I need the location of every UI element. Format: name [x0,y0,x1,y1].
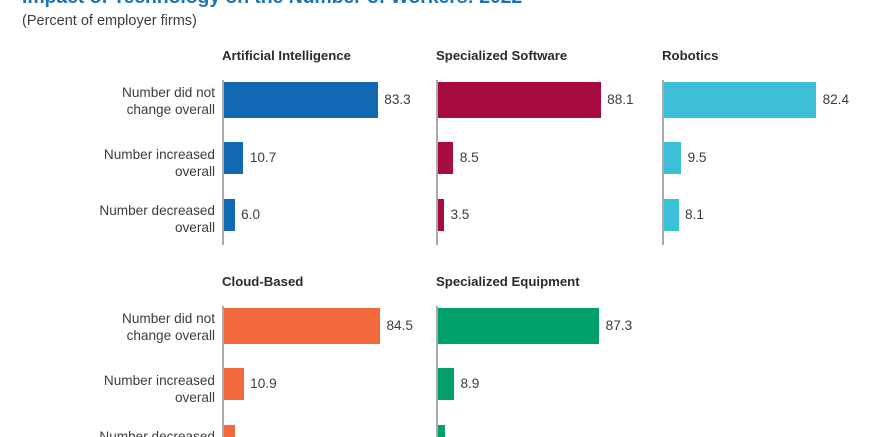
axis-line [222,306,224,437]
bar-value-label: 3.5 [450,207,470,222]
axis-line [436,80,438,245]
bar[interactable] [223,82,378,118]
bar-row[interactable] [436,82,603,118]
bar[interactable] [663,199,679,231]
bar-row[interactable] [662,82,819,118]
axis-line [436,306,438,437]
bar-row[interactable] [222,368,246,400]
panel-title: Cloud-Based [222,274,304,289]
bar-value-label: 87.3 [605,318,633,333]
category-label: Number increased overall [103,147,215,179]
bar-row[interactable] [436,368,456,400]
bar-value-label: 8.9 [460,376,480,391]
bar-value-label: 82.4 [822,92,850,107]
bar-value-label: 10.9 [250,376,277,391]
bar-value-label: 88.1 [607,92,634,107]
bar-row[interactable] [436,425,448,437]
bar-row[interactable] [436,199,446,231]
panel-title: Artificial Intelligence [222,48,351,63]
bar-value-label: 10.7 [249,150,277,165]
category-label: Number did not change overall [122,311,215,343]
bar[interactable] [437,199,445,231]
bar[interactable] [223,199,235,231]
bar[interactable] [437,82,601,118]
bar[interactable] [663,82,817,118]
bar-value-label: 8.1 [685,207,704,222]
axis-line [662,80,664,245]
axis-line [222,80,224,245]
bar[interactable] [437,425,446,437]
bar-row[interactable] [222,308,382,344]
bar-value-label: 84.5 [386,318,413,333]
page-title: Impact of Technology on the Number of Wo… [22,0,522,9]
bar-row[interactable] [436,142,456,174]
bar-row[interactable] [436,308,602,344]
bar[interactable] [223,425,235,437]
bar-row[interactable] [662,142,684,174]
bar-row[interactable] [222,425,237,437]
bar-value-label: 9.5 [687,150,707,165]
panel-title: Robotics [662,48,719,63]
bar-value-label: 6.0 [241,207,261,222]
category-label: Number decreased overall [99,203,215,235]
panel-title: Specialized Equipment [436,274,580,289]
bar[interactable] [437,142,454,174]
bar-row[interactable] [662,199,681,231]
bar-value-label: 8.5 [459,150,479,165]
chart-subtitle: (Percent of employer firms) [22,13,197,29]
bar-value-label: 83.3 [384,92,411,107]
bar[interactable] [437,368,455,400]
bar[interactable] [437,308,600,344]
category-label: Number increased overall [103,373,215,405]
bar-row[interactable] [222,142,246,174]
bar[interactable] [223,142,244,174]
bar[interactable] [223,308,381,344]
bar-row[interactable] [222,82,380,118]
bar-row[interactable] [222,199,237,231]
category-label: Number did not change overall [122,85,215,117]
panel-title: Specialized Software [436,48,568,63]
bar[interactable] [663,142,682,174]
bar[interactable] [223,368,244,400]
category-label: Number decreased overall [99,429,215,437]
